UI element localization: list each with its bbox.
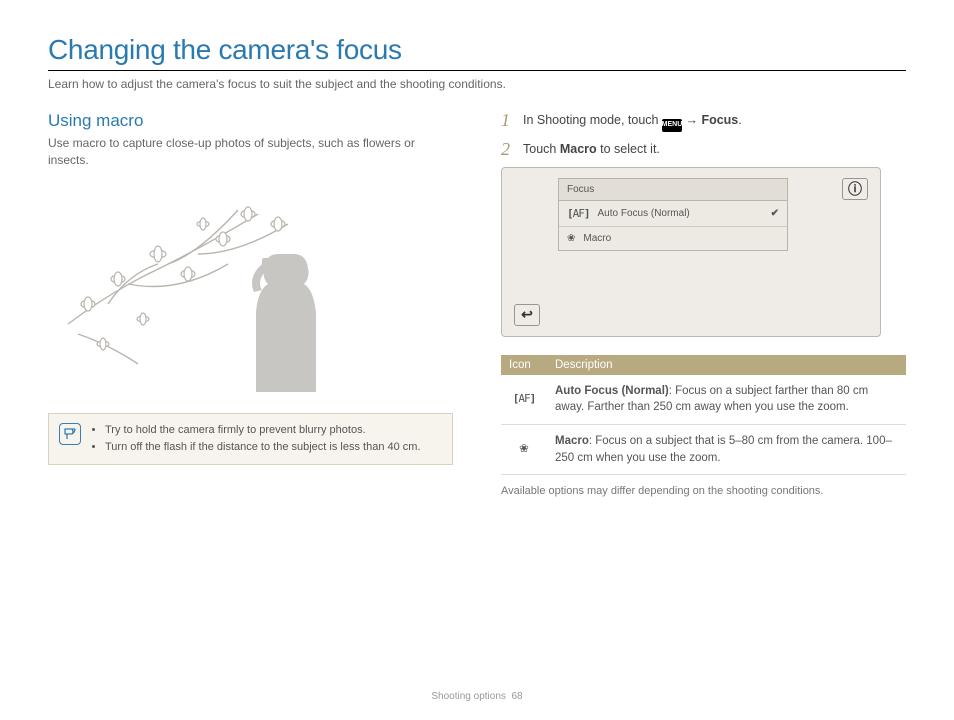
row-term: Macro xyxy=(555,435,589,447)
tip-item: Try to hold the camera firmly to prevent… xyxy=(105,422,421,439)
macro-illustration xyxy=(48,184,428,394)
page-intro: Learn how to adjust the camera's focus t… xyxy=(48,77,906,91)
step-text: In Shooting mode, touch xyxy=(523,113,662,127)
section-heading-using-macro: Using macro xyxy=(48,111,453,131)
tip-item: Turn off the flash if the distance to th… xyxy=(105,439,421,456)
table-header-icon: Icon xyxy=(501,355,547,375)
option-macro[interactable]: ❀ Macro xyxy=(559,227,787,250)
step-number: 1 xyxy=(501,111,515,132)
page-footer: Shooting options 68 xyxy=(0,691,954,702)
step-suffix: to select it. xyxy=(597,142,660,156)
footer-page-number: 68 xyxy=(511,691,522,702)
left-column: Using macro Use macro to capture close-u… xyxy=(48,111,453,497)
step-1: 1 In Shooting mode, touch MENU → Focus. xyxy=(501,111,906,132)
step-text: Touch xyxy=(523,142,560,156)
back-button[interactable]: ↩ xyxy=(514,304,540,326)
note-icon xyxy=(59,423,81,445)
af-icon: [AF] xyxy=(501,375,547,425)
flower-icon: ❀ xyxy=(501,424,547,474)
option-label: Macro xyxy=(583,233,611,244)
option-auto-focus[interactable]: [AF] Auto Focus (Normal) ✔ xyxy=(559,201,787,227)
table-header-description: Description xyxy=(547,355,906,375)
tip-box: Try to hold the camera firmly to prevent… xyxy=(48,413,453,465)
step-suffix: . xyxy=(738,113,741,127)
title-rule xyxy=(48,70,906,71)
table-row: ❀ Macro: Focus on a subject that is 5–80… xyxy=(501,424,906,474)
check-icon: ✔ xyxy=(771,208,779,219)
info-button[interactable]: ⓘ xyxy=(842,178,868,200)
footnote: Available options may differ depending o… xyxy=(501,485,906,497)
row-desc: : Focus on a subject that is 5–80 cm fro… xyxy=(555,435,892,464)
option-label: Auto Focus (Normal) xyxy=(598,208,690,219)
flower-icon: ❀ xyxy=(567,233,575,244)
row-term: Auto Focus (Normal) xyxy=(555,385,669,397)
focus-menu: Focus [AF] Auto Focus (Normal) ✔ ❀ Macro xyxy=(558,178,788,251)
focus-description-table: Icon Description [AF] Auto Focus (Normal… xyxy=(501,355,906,476)
step-arrow: → xyxy=(682,113,701,127)
focus-menu-title: Focus xyxy=(559,179,787,201)
page-title: Changing the camera's focus xyxy=(48,34,906,66)
section-desc: Use macro to capture close-up photos of … xyxy=(48,135,453,170)
step-2: 2 Touch Macro to select it. xyxy=(501,140,906,159)
af-icon: [AF] xyxy=(567,207,590,220)
camera-lcd-panel: Focus [AF] Auto Focus (Normal) ✔ ❀ Macro… xyxy=(501,167,881,337)
footer-section: Shooting options xyxy=(431,691,506,702)
step-number: 2 xyxy=(501,140,515,159)
right-column: 1 In Shooting mode, touch MENU → Focus. … xyxy=(501,111,906,497)
table-row: [AF] Auto Focus (Normal): Focus on a sub… xyxy=(501,375,906,425)
menu-icon: MENU xyxy=(662,119,682,132)
step-target: Macro xyxy=(560,142,597,156)
step-target: Focus xyxy=(701,113,738,127)
